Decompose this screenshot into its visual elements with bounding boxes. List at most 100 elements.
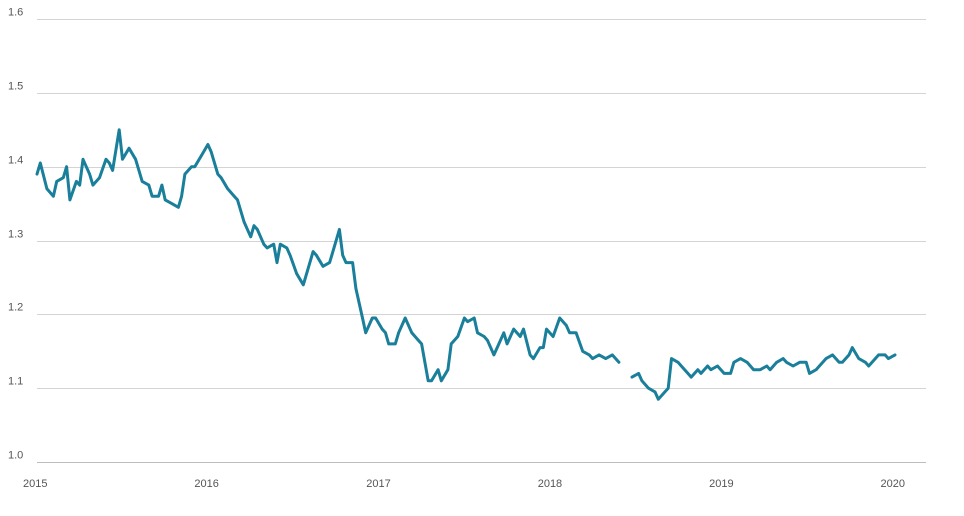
data-point bbox=[394, 342, 397, 346]
data-point bbox=[183, 172, 187, 176]
data-point bbox=[127, 147, 131, 150]
data-point bbox=[279, 243, 282, 246]
data-point bbox=[782, 357, 785, 360]
data-point bbox=[193, 165, 196, 168]
data-point bbox=[657, 398, 660, 401]
data-point bbox=[111, 169, 114, 172]
data-point bbox=[55, 180, 58, 183]
data-point bbox=[867, 364, 870, 368]
data-point bbox=[81, 158, 85, 161]
y-tick-label: 1.5 bbox=[8, 81, 23, 93]
data-point bbox=[75, 180, 78, 183]
data-point bbox=[765, 364, 768, 368]
data-point bbox=[344, 261, 348, 264]
data-point bbox=[775, 361, 778, 364]
data-point bbox=[351, 261, 354, 264]
data-point bbox=[486, 339, 489, 342]
data-point bbox=[420, 342, 423, 346]
data-point bbox=[647, 387, 650, 390]
data-point bbox=[141, 180, 144, 183]
data-point bbox=[68, 198, 72, 202]
data-point bbox=[256, 228, 259, 231]
data-point bbox=[824, 357, 828, 360]
data-point bbox=[558, 316, 561, 320]
data-point bbox=[341, 254, 344, 257]
data-point bbox=[565, 324, 568, 327]
data-point bbox=[545, 327, 548, 331]
data-point bbox=[568, 331, 571, 334]
data-point bbox=[374, 316, 377, 320]
data-point bbox=[482, 335, 486, 338]
data-point bbox=[574, 331, 578, 334]
data-point bbox=[505, 342, 509, 346]
data-point bbox=[226, 187, 229, 190]
data-point bbox=[39, 161, 42, 165]
data-point bbox=[864, 361, 867, 364]
x-axis-tick-labels: 2015 2016 2017 2018 2019 2020 bbox=[23, 478, 905, 490]
data-point bbox=[108, 161, 111, 165]
data-point bbox=[496, 346, 499, 349]
data-point bbox=[121, 158, 124, 161]
data-point bbox=[364, 331, 367, 334]
data-point bbox=[190, 165, 193, 168]
data-point bbox=[722, 372, 726, 375]
y-axis-tick-labels: 1.0 1.1 1.2 1.3 1.4 1.5 1.6 bbox=[8, 7, 23, 462]
y-tick-label: 1.1 bbox=[8, 376, 23, 388]
data-point bbox=[597, 353, 601, 357]
data-point bbox=[52, 195, 55, 198]
data-point bbox=[837, 361, 841, 364]
data-point bbox=[887, 357, 890, 360]
data-point bbox=[305, 272, 308, 275]
data-point bbox=[91, 183, 95, 187]
data-point bbox=[768, 368, 772, 371]
data-point bbox=[262, 243, 265, 246]
data-point bbox=[805, 361, 808, 364]
data-point bbox=[338, 228, 341, 231]
data-point bbox=[456, 335, 459, 338]
data-point bbox=[680, 364, 683, 368]
x-tick-label: 2019 bbox=[709, 478, 733, 490]
data-point bbox=[588, 353, 591, 357]
data-point bbox=[265, 246, 269, 250]
data-point bbox=[696, 368, 699, 371]
data-point bbox=[532, 357, 535, 360]
data-point bbox=[315, 254, 318, 257]
data-point bbox=[729, 372, 732, 375]
data-point bbox=[387, 342, 390, 346]
data-point bbox=[466, 320, 469, 323]
data-point bbox=[617, 361, 621, 364]
data-point bbox=[62, 176, 65, 179]
data-point bbox=[311, 250, 315, 253]
data-point bbox=[285, 246, 288, 250]
data-point bbox=[611, 353, 614, 357]
data-point bbox=[663, 390, 667, 394]
data-point bbox=[752, 368, 755, 371]
data-point bbox=[473, 316, 476, 320]
data-point bbox=[542, 346, 545, 349]
data-point bbox=[519, 335, 522, 338]
data-point bbox=[831, 353, 834, 357]
data-point bbox=[591, 357, 594, 360]
series-layer bbox=[35, 128, 897, 401]
data-point bbox=[814, 368, 818, 371]
data-point bbox=[170, 202, 173, 205]
data-point bbox=[160, 183, 164, 187]
data-point bbox=[893, 353, 897, 357]
data-point bbox=[528, 353, 532, 357]
data-point bbox=[851, 346, 854, 349]
data-point bbox=[440, 379, 443, 382]
data-point bbox=[874, 357, 877, 360]
data-point bbox=[436, 368, 440, 371]
data-point bbox=[150, 195, 154, 198]
data-point bbox=[427, 379, 430, 382]
data-point bbox=[732, 361, 736, 364]
data-point bbox=[210, 150, 213, 154]
data-point bbox=[236, 198, 239, 202]
data-point bbox=[538, 346, 542, 349]
data-point bbox=[219, 176, 223, 179]
data-point bbox=[249, 235, 252, 238]
data-point bbox=[476, 331, 479, 334]
data-point bbox=[384, 331, 387, 334]
data-point bbox=[177, 206, 180, 209]
data-point bbox=[88, 172, 91, 176]
